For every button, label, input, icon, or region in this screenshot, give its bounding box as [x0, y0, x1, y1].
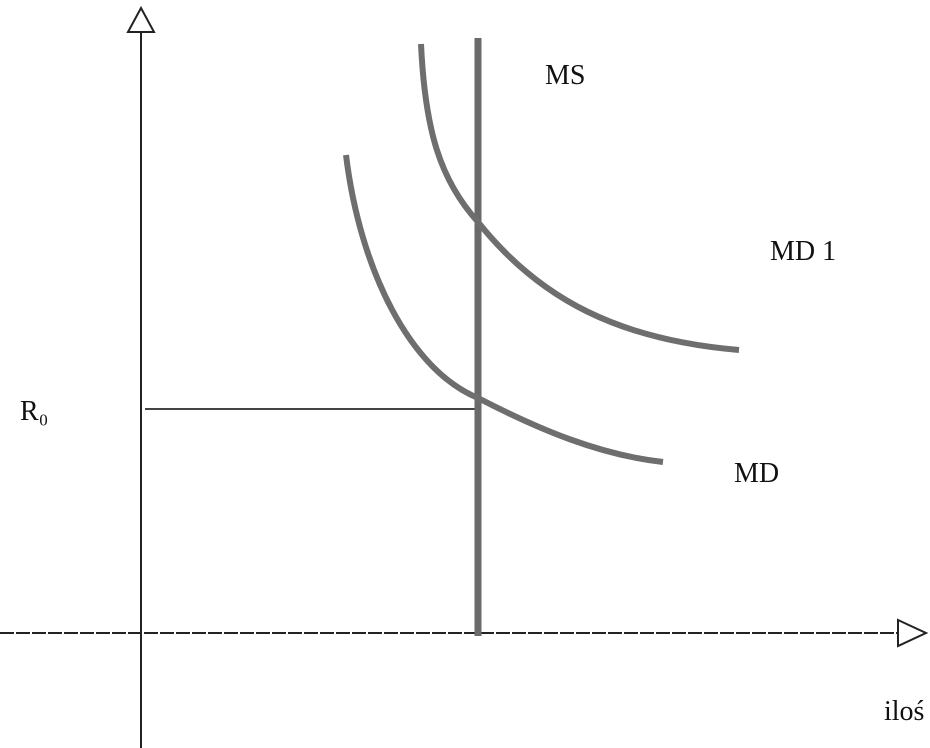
md-label: MD — [734, 458, 779, 489]
y-axis-arrow — [126, 5, 156, 33]
md1-curve — [418, 43, 740, 353]
x-axis-arrow — [897, 618, 929, 648]
r0-label: R₀ — [20, 396, 48, 427]
ms-label: MS — [545, 60, 585, 91]
x-axis-label: iloś — [884, 696, 924, 727]
md1-label: MD 1 — [770, 236, 836, 267]
md-curve — [343, 154, 664, 465]
